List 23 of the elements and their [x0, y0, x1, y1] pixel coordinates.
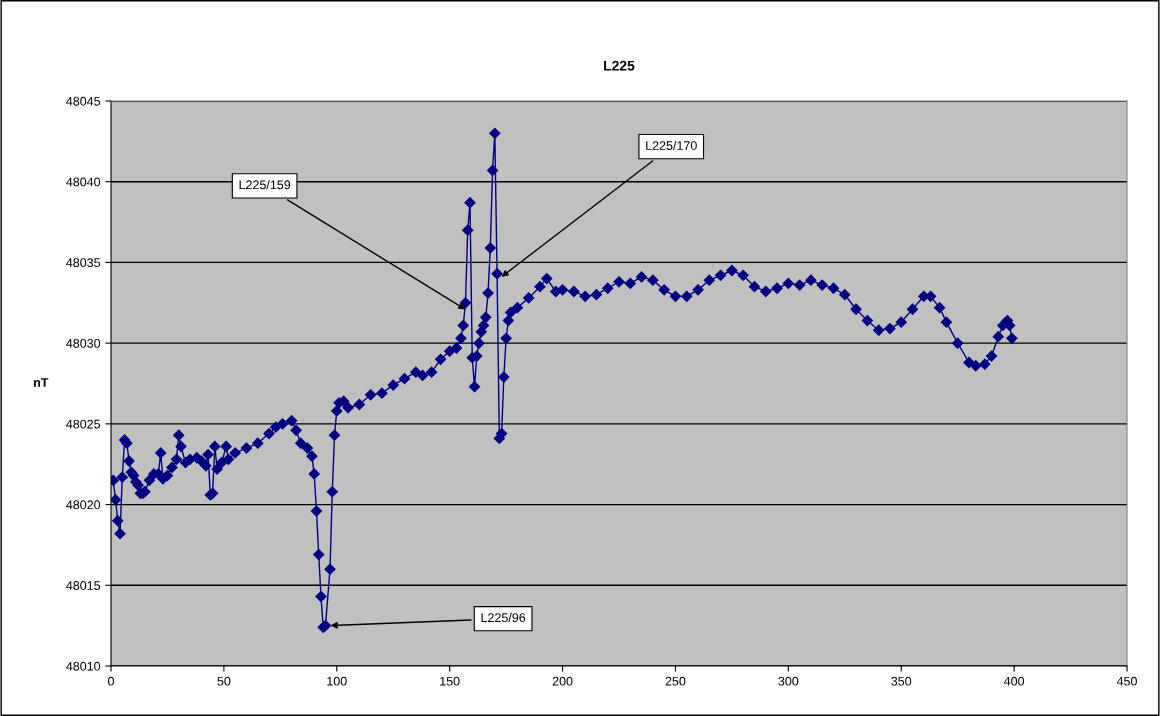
y-tick-label: 48035 [66, 258, 101, 268]
x-tick-label: 400 [1003, 676, 1025, 686]
annotation: L225/159 [239, 180, 291, 190]
y-tick-label: 48025 [66, 419, 101, 429]
y-tick-label: 48010 [66, 661, 101, 671]
annotation: L225/96 [481, 612, 526, 623]
x-tick-label: 350 [891, 676, 912, 686]
x-tick-label: 150 [440, 676, 460, 686]
y-axis-title: nT [34, 378, 49, 387]
y-tick-label: 48015 [66, 581, 101, 590]
x-tick-label: 50 [217, 676, 231, 686]
x-tick-label: 250 [665, 676, 686, 686]
y-tick-label: 48030 [66, 338, 101, 348]
annotation: L225/170 [646, 140, 697, 150]
y-tick-label: 48020 [66, 500, 101, 510]
x-tick-label: 300 [778, 676, 799, 686]
x-tick-label: 450 [1116, 676, 1137, 686]
x-tick-label: 0 [108, 676, 114, 686]
x-tick-label: 100 [327, 676, 347, 686]
y-tick-label: 48040 [66, 177, 101, 187]
chart-title: L225 [604, 60, 635, 71]
x-tick-label: 200 [552, 676, 573, 686]
y-tick-label: 48045 [66, 96, 101, 106]
